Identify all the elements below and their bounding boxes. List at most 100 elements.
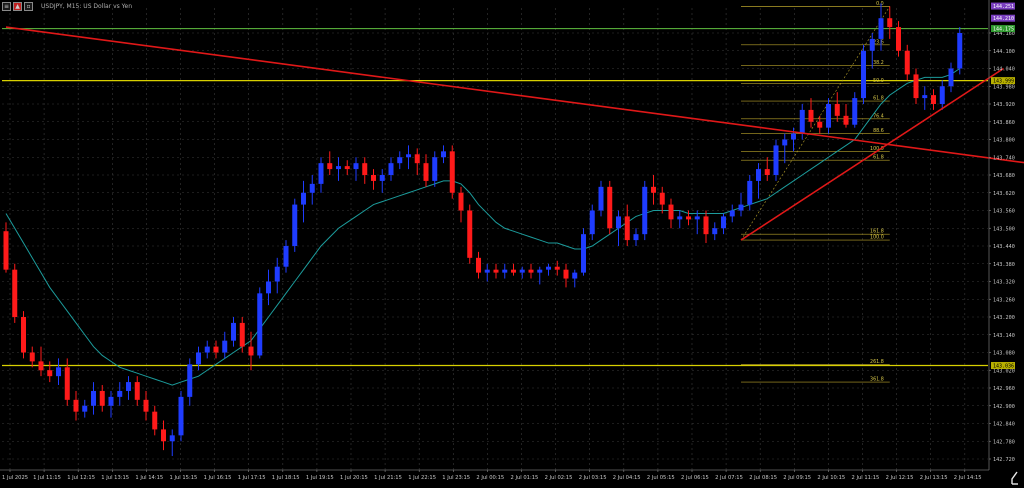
candle[interactable] xyxy=(458,186,464,223)
candle[interactable] xyxy=(554,260,560,276)
candle[interactable] xyxy=(747,175,753,211)
candle[interactable] xyxy=(187,358,193,406)
candle[interactable] xyxy=(73,390,79,421)
candle[interactable] xyxy=(406,145,411,170)
candle[interactable] xyxy=(624,204,630,246)
candle[interactable] xyxy=(843,104,849,128)
candle[interactable] xyxy=(817,115,823,134)
candle[interactable] xyxy=(773,139,779,181)
trendline[interactable] xyxy=(740,67,1004,241)
candle[interactable] xyxy=(117,382,123,406)
candle[interactable] xyxy=(546,263,551,276)
candle[interactable] xyxy=(12,263,18,323)
candle[interactable] xyxy=(913,68,919,105)
candle[interactable] xyxy=(904,44,910,81)
candle[interactable] xyxy=(659,186,665,214)
candle[interactable] xyxy=(957,27,963,75)
candle[interactable] xyxy=(878,3,884,51)
candle[interactable] xyxy=(432,151,438,187)
candle[interactable] xyxy=(292,198,298,252)
candle[interactable] xyxy=(598,180,604,217)
candle[interactable] xyxy=(808,98,814,128)
candle[interactable] xyxy=(47,361,53,383)
candle[interactable] xyxy=(703,210,709,244)
candle[interactable] xyxy=(834,92,840,122)
candle[interactable] xyxy=(721,213,726,235)
candle[interactable] xyxy=(922,86,928,110)
candle[interactable] xyxy=(738,192,744,217)
candle[interactable] xyxy=(362,157,368,184)
candle[interactable] xyxy=(931,89,936,110)
candle[interactable] xyxy=(502,263,508,279)
candle[interactable] xyxy=(467,204,473,264)
candle[interactable] xyxy=(379,169,385,193)
candle[interactable] xyxy=(38,346,44,377)
candle[interactable] xyxy=(178,390,184,442)
candle[interactable] xyxy=(441,145,446,164)
candle[interactable] xyxy=(126,376,131,400)
candle[interactable] xyxy=(668,198,674,229)
candle[interactable] xyxy=(309,175,315,205)
trendline[interactable] xyxy=(5,26,1024,175)
candle[interactable] xyxy=(826,98,831,134)
candle[interactable] xyxy=(476,251,481,279)
candle[interactable] xyxy=(589,204,595,241)
candle[interactable] xyxy=(869,33,875,69)
candle[interactable] xyxy=(887,6,893,39)
candle[interactable] xyxy=(528,263,534,279)
candle[interactable] xyxy=(204,340,210,359)
candle[interactable] xyxy=(519,266,525,279)
candle[interactable] xyxy=(169,429,175,457)
candle[interactable] xyxy=(729,204,735,223)
candle[interactable] xyxy=(896,21,901,57)
candle[interactable] xyxy=(537,266,543,285)
candle[interactable] xyxy=(266,269,271,306)
candle[interactable] xyxy=(239,317,245,353)
candle[interactable] xyxy=(642,180,648,241)
candle[interactable] xyxy=(108,390,114,418)
candle[interactable] xyxy=(449,145,455,199)
candle[interactable] xyxy=(756,163,761,199)
candle[interactable] xyxy=(493,263,499,279)
candle[interactable] xyxy=(423,154,429,187)
candle[interactable] xyxy=(213,340,219,359)
candle[interactable] xyxy=(274,257,280,294)
candle[interactable] xyxy=(91,382,96,415)
candle[interactable] xyxy=(511,263,516,276)
candle[interactable] xyxy=(336,157,341,181)
candle[interactable] xyxy=(56,358,61,386)
candle[interactable] xyxy=(651,175,656,205)
candle[interactable] xyxy=(3,222,9,273)
candle[interactable] xyxy=(782,133,788,164)
candle[interactable] xyxy=(607,180,613,235)
candle[interactable] xyxy=(799,104,805,140)
window-restore-icon[interactable]: ▫ xyxy=(24,1,33,11)
candle[interactable] xyxy=(572,269,578,288)
candle[interactable] xyxy=(414,148,420,175)
candle[interactable] xyxy=(484,263,490,282)
candle[interactable] xyxy=(371,169,376,190)
flag-icon[interactable]: ▲ xyxy=(13,1,22,11)
candle[interactable] xyxy=(712,222,718,241)
candle[interactable] xyxy=(161,420,166,451)
candle[interactable] xyxy=(301,180,306,223)
candle[interactable] xyxy=(633,228,639,246)
candle[interactable] xyxy=(222,331,228,359)
candle[interactable] xyxy=(677,210,683,229)
candle[interactable] xyxy=(143,390,149,421)
candle[interactable] xyxy=(283,240,289,273)
candle[interactable] xyxy=(861,44,866,104)
candle[interactable] xyxy=(581,228,586,276)
candle[interactable] xyxy=(134,376,140,406)
candle[interactable] xyxy=(231,317,236,347)
candle[interactable] xyxy=(764,157,770,181)
candle[interactable] xyxy=(82,399,88,418)
candle[interactable] xyxy=(852,92,858,128)
candle[interactable] xyxy=(686,210,691,226)
candle[interactable] xyxy=(152,405,158,436)
candle[interactable] xyxy=(397,151,403,170)
candle[interactable] xyxy=(353,157,359,181)
candle[interactable] xyxy=(563,263,569,288)
